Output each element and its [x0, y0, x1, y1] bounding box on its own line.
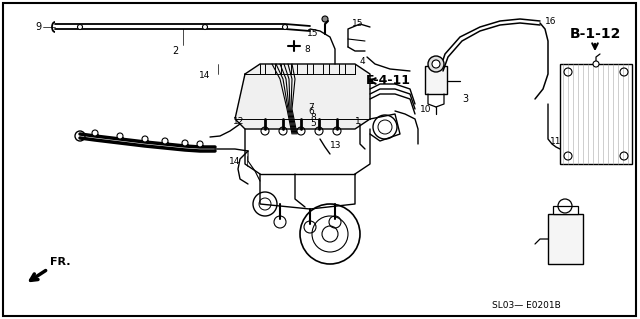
Circle shape: [162, 138, 168, 144]
Circle shape: [117, 133, 123, 139]
Text: B-1-12: B-1-12: [570, 27, 621, 41]
Text: 8: 8: [304, 44, 310, 54]
Circle shape: [593, 61, 599, 67]
Text: 9: 9: [35, 22, 41, 32]
Circle shape: [77, 25, 83, 29]
Text: SL03— E0201B: SL03— E0201B: [492, 300, 561, 309]
Text: 2: 2: [172, 46, 178, 56]
Bar: [548, 214, 583, 264]
Text: 14: 14: [198, 71, 210, 80]
Text: 15: 15: [307, 29, 318, 39]
Circle shape: [282, 25, 287, 29]
Circle shape: [92, 130, 98, 136]
Circle shape: [428, 56, 444, 72]
Circle shape: [197, 141, 203, 147]
Text: FR.: FR.: [50, 257, 70, 267]
Text: 14: 14: [228, 157, 240, 166]
Text: 11: 11: [550, 137, 561, 145]
Circle shape: [322, 16, 328, 22]
Bar: [553, 206, 578, 214]
Bar: [560, 64, 632, 164]
Text: E-4-11: E-4-11: [365, 75, 410, 87]
Text: 10: 10: [420, 105, 431, 114]
Text: 15: 15: [352, 19, 364, 28]
Bar: [425, 66, 447, 94]
Text: 13: 13: [330, 142, 342, 151]
Text: 7: 7: [308, 102, 314, 112]
Text: 1: 1: [355, 116, 361, 125]
Text: 12: 12: [233, 116, 244, 125]
Text: 16: 16: [545, 17, 557, 26]
Text: 4: 4: [360, 56, 365, 65]
Text: 3: 3: [462, 94, 468, 104]
Text: 8: 8: [310, 113, 316, 122]
Circle shape: [432, 60, 440, 68]
Text: 6: 6: [308, 108, 314, 116]
Circle shape: [202, 25, 207, 29]
Circle shape: [142, 136, 148, 142]
Text: 5: 5: [310, 118, 316, 128]
Polygon shape: [235, 64, 370, 129]
Circle shape: [182, 140, 188, 146]
